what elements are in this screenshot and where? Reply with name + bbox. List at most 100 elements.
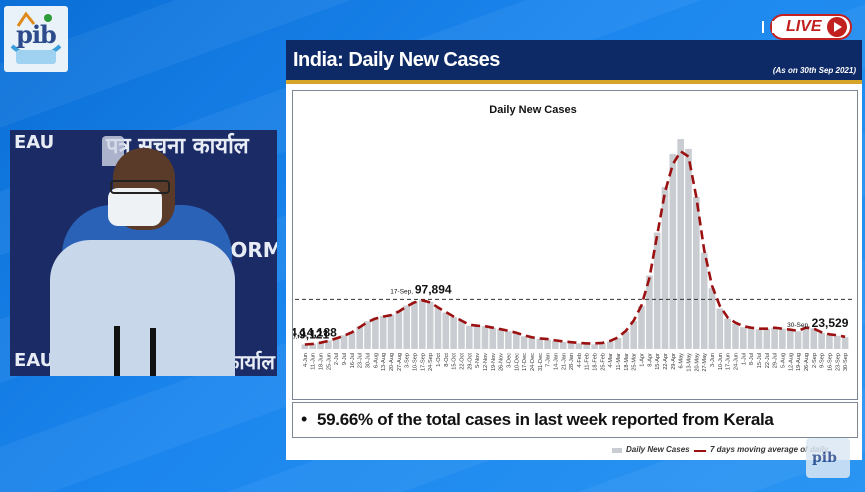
x-tick-label: 6-Aug [373,353,379,368]
bar-10-Dec [513,333,520,349]
bar-11-Feb [583,343,590,349]
bar-10-Jun [716,308,724,349]
bar-22-Oct [458,321,465,349]
x-tick-label: 12-Nov [483,353,489,371]
presentation-slide: India: Daily New Cases (As on 30th Sep 2… [269,40,862,460]
x-tick-label: 22-Apr [663,353,669,370]
bar-15-Jul [755,329,763,349]
x-tick-label: 2-Jul [334,353,340,365]
bar-13-May [685,148,692,349]
bar-6-Aug [372,317,379,349]
x-tick-label: 17-Sep [420,353,426,371]
x-tick-label: 31-Dec [538,353,544,371]
x-tick-label: 3-Dec [506,353,512,368]
x-tick-label: 20-Aug [389,353,395,371]
play-icon[interactable] [827,17,847,37]
x-tick-label: 19-Nov [491,353,497,371]
x-tick-label: 27-Aug [397,353,403,371]
header-accent-bar [286,80,862,84]
bar-20-Aug [387,314,395,349]
bar-17-Jun [724,318,731,349]
bar-25-Mar [630,321,637,349]
logo-text: pib [16,20,57,49]
x-tick-label: 15-Jul [757,353,763,368]
bar-25-Jun [325,340,332,349]
moving-average-line [304,149,846,346]
bar-11-Jun [309,343,316,349]
bar-4-Mar [606,341,614,349]
x-tick-label: 1-Apr [640,353,646,367]
x-tick-label: 17-Jun [726,353,732,370]
slide-header: India: Daily New Cases (As on 30th Sep 2… [286,40,862,80]
bar-29-Oct [466,325,473,349]
daily-cases-chart: Daily New Cases 4-Jun 11-Jun 18-Jun 25-Jun 2… [269,104,855,372]
x-tick-label: 9-Sep [820,353,826,368]
bar-14-Jan [552,340,559,349]
bar-17-Sep [419,299,426,349]
x-tick-label: 4-Jun [303,353,309,367]
x-tick-label: 16-Jul [350,353,356,368]
x-tick-label: 25-Mar [632,353,638,371]
bar-16-Sep [826,334,833,349]
x-tick-label: 11-Mar [616,353,622,370]
x-tick-label: 13-Aug [381,353,387,371]
bar-19-Aug [794,331,802,349]
video-feed: पत्र सूचना कार्याल EAU EAU NFORMAT कार्य… [10,130,277,376]
x-tick-label: 23-Jul [358,353,364,368]
live-bars-icon [762,21,774,33]
annotation-30-Sep: 30-Sep, 23,529 [787,316,849,330]
bar-4-Jun [301,344,309,349]
live-label: LIVE [786,18,822,35]
x-tick-label: 14-Jan [553,353,559,370]
x-tick-label: 29-Jul [773,353,779,368]
annotation-value: 4,14,188 [293,325,337,339]
bar-4-Feb [575,343,583,349]
bar-25-Feb [599,343,606,349]
x-tick-label: 13-May [687,353,693,372]
bar-15-Oct [450,317,457,349]
x-tick-label: 3-Sep [405,353,411,368]
x-tick-label: 11-Jun [311,353,317,370]
bar-3-Jun [708,288,716,349]
x-tick-label: 16-Sep [827,353,833,371]
x-tick-label: 22-Oct [459,353,465,370]
bar-26-Aug [802,326,810,349]
bar-31-Dec [536,338,544,349]
x-tick-label: 24-Dec [530,353,536,371]
x-tick-label: 19-Aug [796,353,802,371]
x-tick-label: 30-Jul [366,353,372,368]
bar-24-Jun [732,323,739,349]
bullet-icon: • [301,409,308,429]
bar-5-Aug [779,328,786,349]
slide-title: India: Daily New Cases [293,49,500,71]
x-tick-label: 6-May [679,353,685,369]
bar-1-Oct [434,308,442,349]
wall-text-left-top: EAU [14,132,55,153]
x-tick-label: 27-May [702,353,708,372]
x-tick-label: 7-Jan [546,353,552,367]
bar-23-Jul [356,326,363,349]
bar-9-Jul [340,335,348,349]
bar-24-Sep [426,301,434,349]
annotation-7-May: 7-May, 4,14,188 [293,325,337,339]
bar-20-May [693,197,700,349]
bar-1-Apr [638,305,645,349]
x-tick-label: 10-Sep [413,353,419,371]
x-tick-label: 8-Jul [749,353,755,365]
x-tick-label: 9-Jul [342,353,348,365]
bar-7-Jan [544,339,551,349]
bar-24-Dec [528,337,536,349]
x-tick-label: 15-Oct [452,353,458,370]
bar-27-Aug [395,310,403,349]
bar-19-Nov [489,327,497,349]
pib-watermark-logo: pib [806,438,850,478]
wall-text-left-bottom: EAU [14,350,55,371]
x-tick-label: 4-Feb [577,353,583,368]
live-badge: LIVE [762,16,850,38]
bar-16-Jul [348,331,356,349]
bar-12-Nov [481,326,489,349]
x-tick-label: 10-Dec [514,353,520,371]
chart-frame: Daily New Cases 4-Jun 11-Jun 18-Jun 25-Jun 2… [269,90,858,400]
x-tick-label: 1-Oct [436,353,442,367]
bar-23-Sep [833,335,841,349]
